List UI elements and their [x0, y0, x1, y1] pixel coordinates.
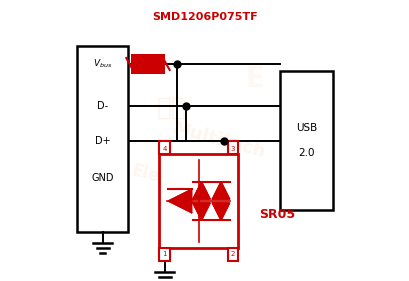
Text: USB: USB	[295, 123, 317, 133]
Text: SR05: SR05	[258, 208, 294, 221]
Polygon shape	[192, 203, 210, 220]
Text: 2: 2	[230, 251, 234, 257]
Text: 3: 3	[230, 146, 234, 152]
Text: 南京: 南京	[156, 95, 186, 119]
Polygon shape	[168, 189, 191, 213]
Text: Multitech: Multitech	[170, 119, 267, 162]
Bar	[227, 141, 238, 155]
Text: 2.0: 2.0	[298, 148, 314, 158]
Text: 4: 4	[162, 146, 166, 152]
Bar	[159, 141, 169, 155]
Text: E: E	[245, 65, 264, 93]
Text: D-: D-	[97, 101, 108, 111]
Bar	[131, 54, 164, 74]
Bar	[159, 248, 169, 261]
Bar	[279, 71, 332, 210]
Text: GND: GND	[91, 173, 114, 183]
Text: SMD1206P075TF: SMD1206P075TF	[152, 12, 257, 22]
Text: 1: 1	[162, 251, 166, 257]
Polygon shape	[192, 182, 210, 199]
Bar	[77, 46, 128, 232]
Polygon shape	[212, 182, 229, 199]
Text: D+: D+	[95, 135, 110, 146]
Text: Electronic: Electronic	[130, 162, 224, 203]
Text: $V_{bus}$: $V_{bus}$	[93, 58, 112, 70]
Bar	[227, 248, 238, 261]
Polygon shape	[212, 203, 229, 220]
Bar	[159, 155, 238, 248]
